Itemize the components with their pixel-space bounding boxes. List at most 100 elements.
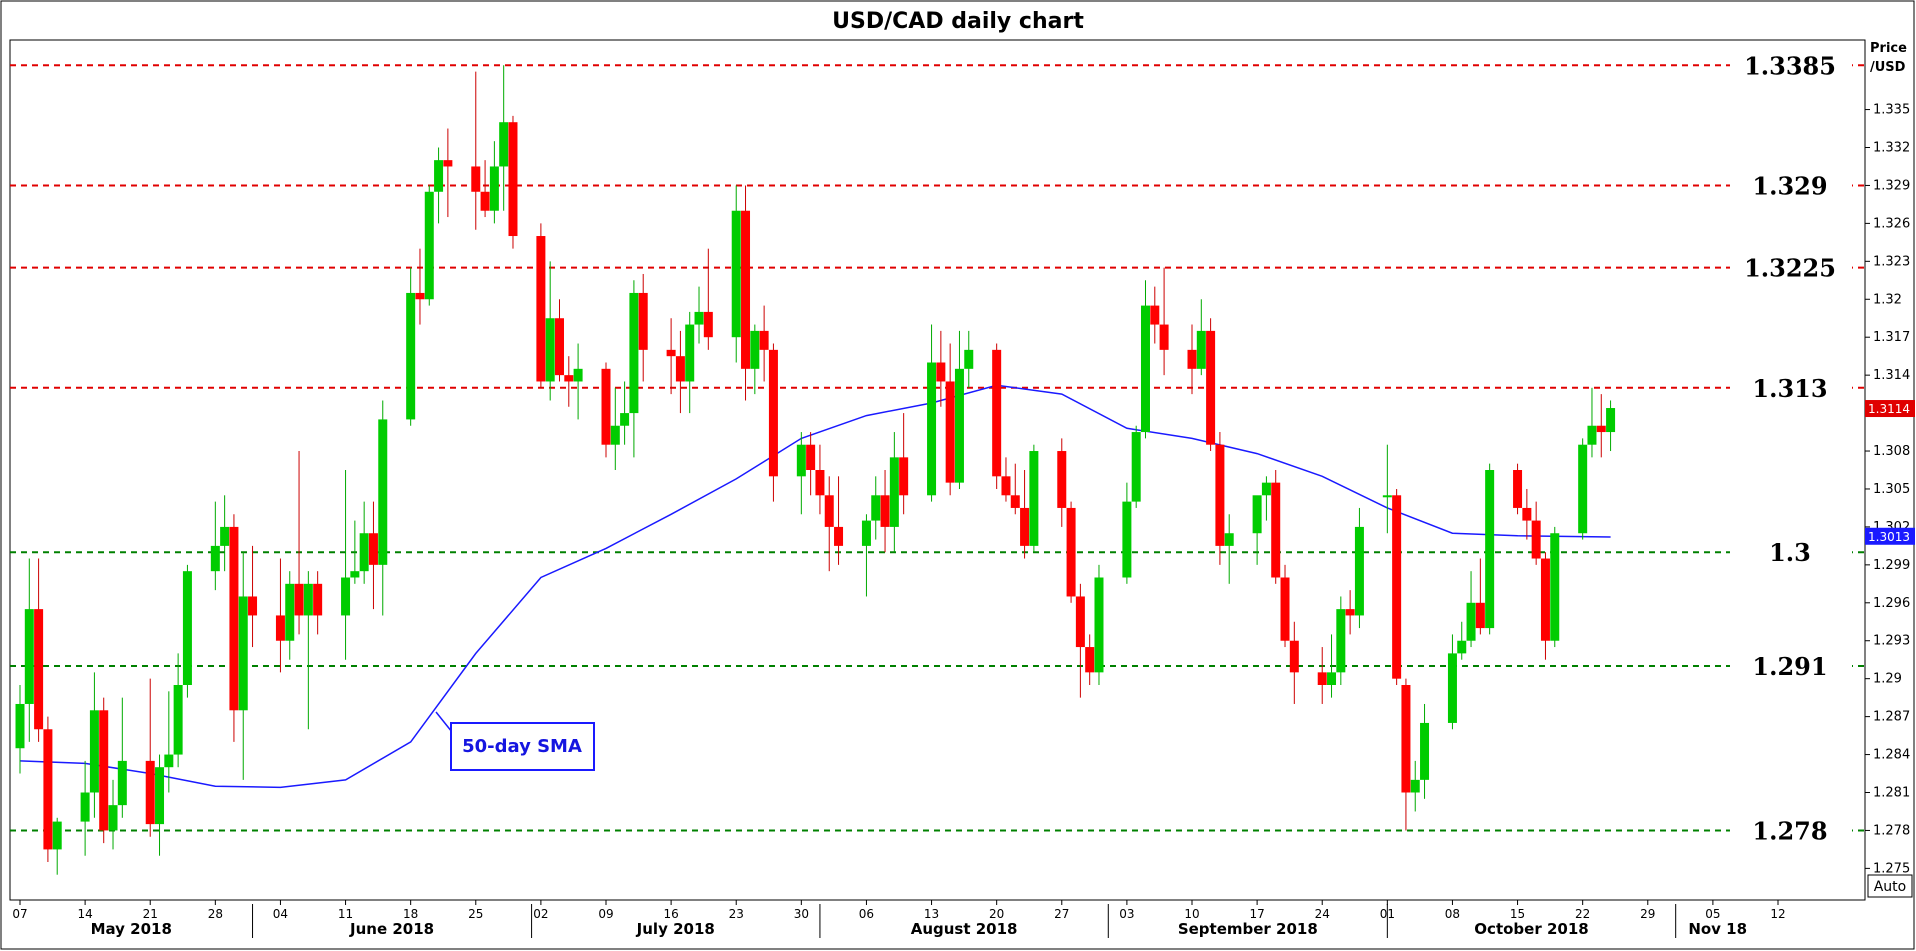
candle-body [294, 583, 304, 616]
candle [173, 653, 183, 768]
candle-body [1085, 647, 1095, 673]
sma-value: 1.3013 [1868, 530, 1910, 544]
candle [861, 514, 871, 597]
candle-body [508, 122, 518, 237]
auto-scale-button-box[interactable] [1867, 874, 1913, 898]
candle-body [945, 381, 955, 483]
candle-body [1159, 324, 1169, 350]
candle [1382, 444, 1392, 534]
candle-body [1057, 451, 1067, 508]
candle-body [768, 349, 778, 477]
candle-body [80, 792, 90, 822]
candle [1317, 647, 1327, 704]
x-tick-label: 09 [598, 907, 613, 921]
x-tick-label: 23 [729, 907, 744, 921]
y-tick-label: 1.275 [1873, 861, 1910, 876]
y-tick-label: 1.329 [1873, 178, 1910, 193]
candle-body [1392, 495, 1402, 679]
candle-body [1252, 495, 1262, 534]
candle-body [1150, 305, 1160, 325]
level-label: 1.278 [1752, 816, 1827, 845]
auto-scale-label[interactable]: Auto [1874, 879, 1907, 895]
candle-body [229, 526, 239, 711]
candle [378, 400, 388, 616]
candle [1159, 267, 1169, 376]
x-tick-label: 13 [924, 907, 939, 921]
y-tick-label: 1.296 [1873, 596, 1910, 611]
candle [1150, 286, 1160, 344]
candle-body [1317, 672, 1327, 685]
candle [666, 318, 676, 395]
candle [1075, 583, 1085, 698]
candle [871, 476, 881, 540]
candle-body [554, 318, 564, 376]
candle [1457, 621, 1467, 660]
candle [1587, 387, 1597, 458]
candle [275, 558, 285, 673]
x-tick-label: 18 [403, 907, 418, 921]
candle [1215, 432, 1225, 565]
level-label-bg [1730, 251, 1852, 282]
x-tick-label: 25 [468, 907, 483, 921]
candle-body [238, 596, 248, 711]
candle [489, 141, 499, 224]
x-tick-label: 30 [794, 907, 809, 921]
candle-body [368, 533, 378, 565]
candle-body [1020, 507, 1030, 546]
candle-body [182, 571, 192, 685]
price-axis: Price /USD 1.335 1.332 1.329 1.326 1.323 1.32… [1865, 41, 1910, 876]
candle [536, 223, 546, 388]
candle-body [341, 577, 351, 616]
candle [1522, 488, 1532, 540]
candle [759, 305, 769, 382]
candle-body [155, 767, 165, 825]
candle-body [15, 703, 25, 749]
x-month-label: Nov 18 [1688, 920, 1747, 938]
candle [229, 514, 239, 742]
candle-body [750, 330, 760, 369]
y-tick-label: 1.287 [1873, 710, 1910, 725]
candle-body [1122, 501, 1132, 578]
candle [554, 299, 564, 382]
x-tick-label: 14 [77, 907, 92, 921]
candle [508, 115, 518, 249]
candle-body [927, 362, 937, 496]
candle-body [685, 324, 695, 382]
candle-body [638, 292, 648, 350]
candle [806, 432, 816, 496]
y-tick-label: 1.323 [1873, 254, 1910, 269]
x-month-label: July 2018 [636, 920, 715, 938]
level-label-bg [1730, 49, 1852, 80]
level-label: 1.3 [1769, 538, 1811, 567]
candle-body [871, 495, 881, 521]
candle-body [1271, 482, 1281, 578]
candle-body [806, 444, 816, 470]
candle-body [1140, 305, 1150, 433]
candle-body [1382, 495, 1392, 498]
x-month-label: August 2018 [911, 920, 1018, 938]
candle-body [210, 545, 220, 572]
x-tick-label: 08 [1445, 907, 1460, 921]
level-label: 1.329 [1752, 171, 1827, 200]
candle [1513, 463, 1523, 515]
candle [471, 71, 481, 230]
candle-body [759, 330, 769, 350]
candle-body [1587, 425, 1597, 445]
candle-body [703, 311, 713, 338]
candle-body [1224, 533, 1234, 546]
candle [899, 413, 909, 515]
candle-body [573, 368, 583, 382]
candle-body [1401, 685, 1411, 793]
candle-body [1345, 609, 1355, 616]
y-tick-label: 1.29 [1873, 672, 1902, 687]
candle-body [1466, 602, 1476, 641]
x-month-label: October 2018 [1474, 920, 1588, 938]
candle [1206, 318, 1216, 452]
sma-annotation-box [450, 722, 595, 771]
candle [1531, 501, 1541, 565]
candle [992, 343, 1002, 489]
auto-scale-button[interactable]: Auto [1867, 874, 1913, 898]
candle [238, 552, 248, 780]
candle-body [1187, 349, 1197, 369]
candle-body [24, 609, 34, 704]
